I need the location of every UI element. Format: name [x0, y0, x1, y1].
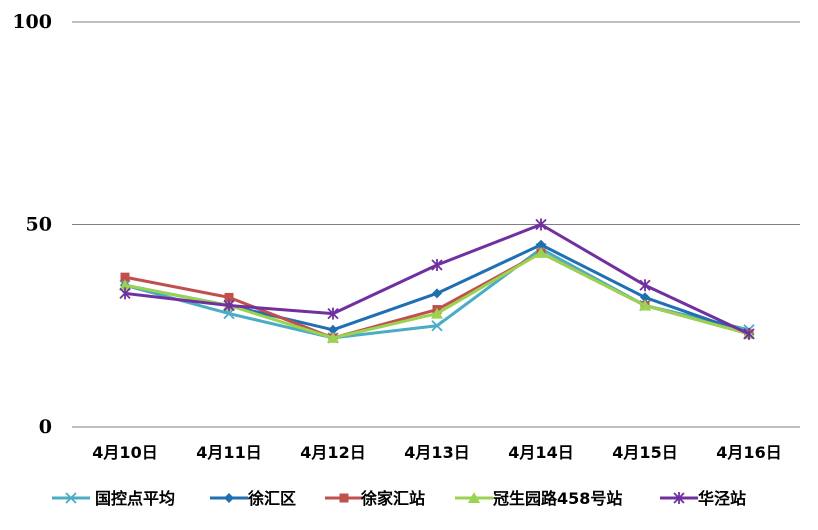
gridlines	[72, 21, 800, 428]
legend-label: 冠生园路458号站	[493, 489, 622, 508]
data-point	[431, 259, 443, 271]
data-point	[535, 246, 547, 258]
legend-label: 华泾站	[698, 489, 746, 508]
data-point	[223, 299, 235, 312]
legend: 国控点平均 徐汇区 徐家汇站 冠生园路458号站 华泾站	[52, 489, 746, 508]
y-axis-ticks: 0 50 100	[12, 11, 52, 438]
legend-label: 国控点平均	[95, 489, 175, 508]
data-point	[536, 239, 546, 250]
legend-item: 国控点平均	[52, 489, 175, 508]
data-point	[119, 287, 131, 300]
data-point	[431, 320, 443, 332]
x-tick-label: 4月12日	[300, 443, 365, 462]
legend-marker	[65, 492, 77, 504]
data-point	[535, 218, 547, 231]
y-tick-label: 0	[39, 416, 52, 438]
x-tick-label: 4月11日	[196, 443, 261, 462]
data-point	[224, 292, 234, 302]
legend-label: 徐家汇站	[360, 489, 425, 508]
x-tick-label: 4月16日	[716, 443, 781, 462]
data-point	[743, 327, 755, 340]
data-point	[639, 279, 651, 292]
legend-marker	[468, 492, 480, 503]
x-tick-label: 4月14日	[508, 443, 573, 462]
data-point	[119, 279, 131, 291]
legend-item: 徐汇区	[210, 489, 296, 508]
data-point	[327, 331, 339, 343]
data-point	[431, 307, 443, 319]
data-point	[328, 324, 338, 335]
legend-item: 华泾站	[660, 489, 746, 508]
data-point	[639, 299, 651, 311]
legend-marker	[339, 493, 349, 503]
legend-marker	[224, 493, 234, 503]
data-point	[120, 272, 130, 282]
series-5	[119, 218, 755, 340]
legend-item: 冠生园路458号站	[455, 489, 622, 508]
data-point	[432, 288, 442, 299]
y-tick-label: 50	[26, 214, 52, 236]
x-axis-ticks: 4月10日 4月11日 4月12日 4月13日 4月14日 4月15日 4月16日	[92, 443, 781, 462]
x-tick-label: 4月13日	[404, 443, 469, 462]
legend-marker	[673, 492, 685, 504]
x-tick-label: 4月15日	[612, 443, 677, 462]
y-tick-label: 100	[12, 11, 52, 33]
series-group	[119, 218, 755, 344]
legend-label: 徐汇区	[247, 489, 296, 508]
data-point	[327, 307, 339, 320]
legend-item: 徐家汇站	[325, 489, 425, 508]
data-point	[640, 292, 650, 303]
x-tick-label: 4月10日	[92, 443, 157, 462]
